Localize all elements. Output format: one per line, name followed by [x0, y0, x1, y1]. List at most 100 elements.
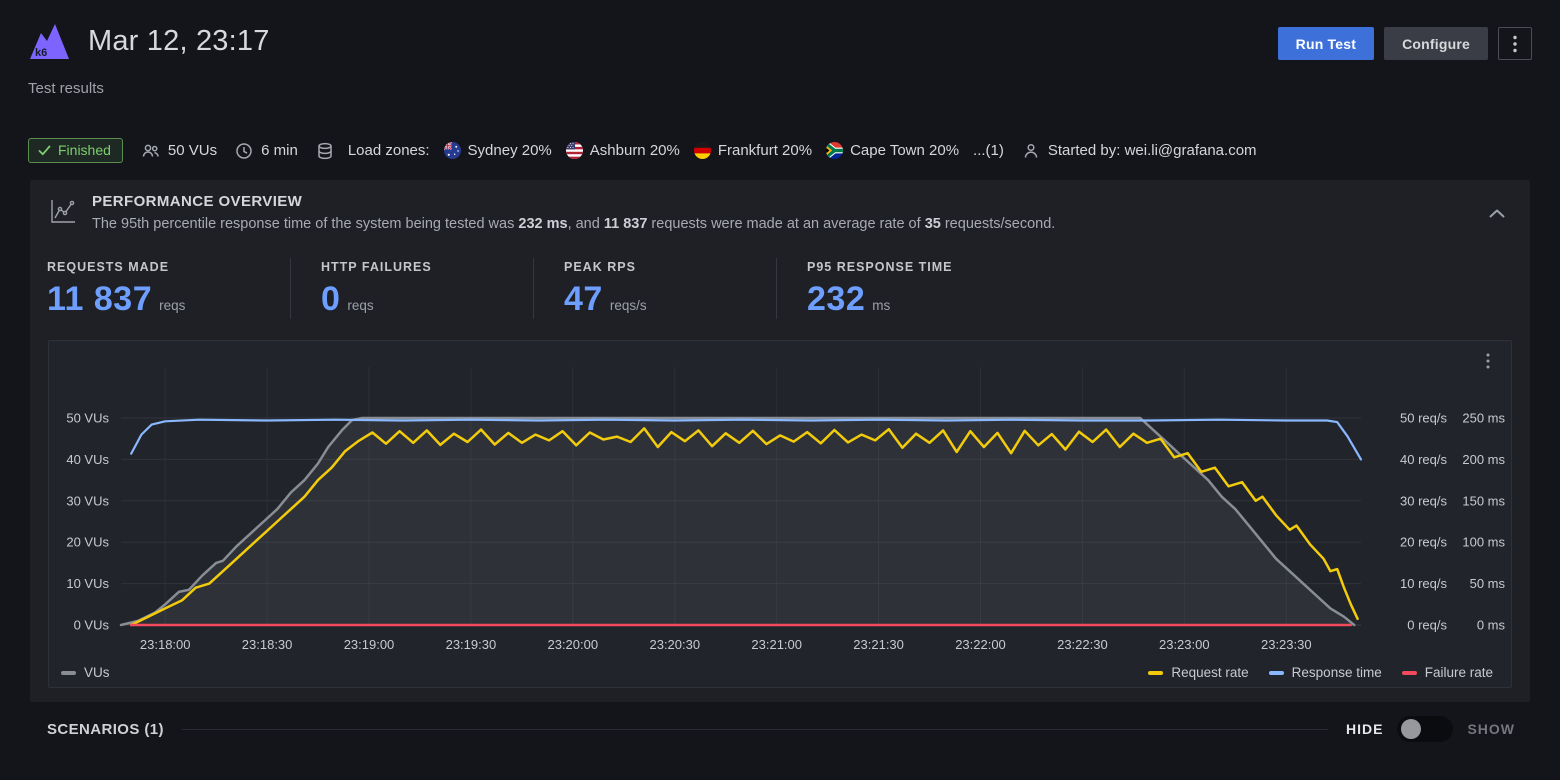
load-zones-label: Load zones:	[347, 142, 430, 159]
stat-label: REQUESTS MADE	[47, 260, 170, 274]
stat-unit: reqs	[347, 298, 374, 313]
zone-label: Ashburn 20%	[589, 142, 680, 159]
stats-row: REQUESTS MADE 11 837 reqs HTTP FAILURES 0…	[47, 258, 1019, 319]
x-tick-label: 23:21:00	[751, 637, 802, 652]
y-left-tick-label: 40 VUs	[66, 452, 109, 467]
started-by-meta: Started by: wei.li@grafana.com	[1022, 142, 1257, 160]
vus-meta: 50 VUs	[141, 142, 217, 160]
flag-south-africa-icon	[826, 142, 844, 159]
clock-icon	[236, 142, 252, 159]
performance-chart-svg: 23:18:00 23:18:30 23:19:00 23:19:30 23:20:00…	[66, 367, 1506, 652]
stat-p95-response-time: P95 RESPONSE TIME 232 ms	[776, 258, 1019, 319]
zone-label: Frankfurt 20%	[717, 142, 813, 159]
zone-label: Cape Town 20%	[850, 142, 960, 159]
legend-item-response-time[interactable]: Response time	[1268, 665, 1382, 680]
y-right-rps-tick-label: 10 req/s	[1400, 576, 1447, 591]
zone-sydney: Sydney 20%	[443, 142, 552, 159]
show-label: SHOW	[1467, 721, 1515, 737]
configure-button[interactable]: Configure	[1384, 27, 1488, 60]
vus-value: 50 VUs	[167, 142, 218, 159]
status-badge-label: Finished	[58, 142, 111, 158]
legend-item-failure-rate[interactable]: Failure rate	[1401, 665, 1493, 680]
x-tick-label: 23:21:30	[853, 637, 904, 652]
duration-meta: 6 min	[235, 142, 298, 160]
hide-show-toggle[interactable]	[1397, 716, 1454, 742]
legend-left-group: VUs	[61, 665, 110, 680]
series-fill-vus	[121, 418, 1355, 625]
y-right-ms-tick-label: 50 ms	[1470, 576, 1506, 591]
y-right-ms-tick-label: 150 ms	[1462, 493, 1505, 508]
run-test-button[interactable]: Run Test	[1277, 27, 1375, 60]
k6-logo: k6	[30, 24, 69, 59]
x-tick-label: 23:19:30	[446, 637, 497, 652]
series-line-request-rate	[129, 427, 1359, 627]
x-tick-label: 23:20:30	[649, 637, 700, 652]
panel-title: PERFORMANCE OVERVIEW	[92, 193, 303, 210]
y-right-ms-tick-label: 200 ms	[1462, 452, 1505, 467]
stat-value: 11 837	[47, 280, 153, 318]
status-bar: Finished 50 VUs 6 min Load zones:	[28, 138, 1257, 163]
stat-unit: ms	[872, 298, 891, 313]
y-left-tick-label: 50 VUs	[66, 411, 109, 426]
kebab-dots-icon	[1513, 35, 1517, 52]
series-line-response-time	[130, 418, 1363, 461]
header-kebab-menu-icon[interactable]	[1498, 27, 1532, 60]
kebab-dots-icon	[1486, 353, 1490, 368]
hide-label: HIDE	[1345, 721, 1384, 737]
stat-value: 0	[321, 280, 341, 318]
desc-text: requests were made at an average rate of	[647, 216, 925, 232]
y-left-tick-label: 20 VUs	[66, 535, 109, 550]
legend-label: Request rate	[1171, 665, 1249, 680]
users-icon	[142, 144, 159, 157]
zone-label: Sydney 20%	[467, 142, 552, 159]
legend-swatch-failure-rate	[1401, 670, 1417, 675]
stat-requests-made: REQUESTS MADE 11 837 reqs	[47, 258, 290, 319]
scenarios-title: SCENARIOS (1)	[47, 720, 164, 738]
stat-value: 232	[807, 280, 866, 318]
stat-unit: reqs	[159, 298, 186, 313]
duration-value: 6 min	[261, 142, 298, 159]
y-right-ms-tick-label: 0 ms	[1477, 618, 1506, 633]
legend-right-group: Request rate Response time Failure rate	[1148, 665, 1493, 680]
x-tick-label: 23:22:00	[955, 637, 1006, 652]
y-right-rps-tick-label: 0 req/s	[1407, 618, 1447, 633]
legend-item-vus[interactable]: VUs	[61, 665, 110, 680]
stat-peak-rps: PEAK RPS 47 reqs/s	[533, 258, 776, 319]
page-subtitle: Test results	[28, 80, 104, 97]
status-badge: Finished	[28, 138, 123, 163]
chart-legend: VUs Request rate Response time Failure rat…	[49, 665, 1511, 680]
y-right-rps-tick-label: 30 req/s	[1400, 493, 1447, 508]
app-header: k6 Mar 12, 23:17	[28, 20, 270, 62]
y-right-ms-tick-label: 250 ms	[1462, 411, 1505, 426]
y-left-tick-label: 30 VUs	[66, 493, 109, 508]
x-tick-label: 23:18:00	[140, 637, 191, 652]
header-actions: Run Test Configure	[1277, 27, 1532, 60]
desc-text: requests/second.	[940, 216, 1056, 232]
zone-cape-town: Cape Town 20%	[826, 142, 959, 159]
legend-label: Failure rate	[1424, 665, 1493, 680]
x-tick-label: 23:20:00	[547, 637, 598, 652]
collapse-panel-button[interactable]	[1484, 200, 1510, 226]
scenarios-divider	[181, 728, 1328, 730]
x-tick-label: 23:18:30	[242, 637, 293, 652]
y-right-rps-tick-label: 20 req/s	[1400, 535, 1447, 550]
x-tick-label: 23:23:00	[1159, 637, 1210, 652]
y-right-rps-tick-label: 40 req/s	[1400, 452, 1447, 467]
chart-sketch-icon	[51, 200, 75, 223]
started-by-value: Started by: wei.li@grafana.com	[1047, 142, 1257, 159]
stat-label: P95 RESPONSE TIME	[807, 260, 953, 274]
legend-label: VUs	[84, 665, 110, 680]
stat-unit: reqs/s	[609, 298, 647, 313]
y-right-ms-tick-label: 100 ms	[1462, 535, 1505, 550]
performance-overview-panel: PERFORMANCE OVERVIEW The 95th percentile…	[30, 180, 1530, 702]
legend-swatch-vus	[61, 670, 76, 675]
performance-chart-panel: 23:18:00 23:18:30 23:19:00 23:19:30 23:20:00…	[48, 340, 1512, 688]
check-icon	[38, 145, 51, 155]
legend-item-request-rate[interactable]: Request rate	[1148, 665, 1249, 680]
chart-kebab-menu-icon[interactable]	[1475, 349, 1501, 375]
y-right-rps-tick-label: 50 req/s	[1400, 411, 1447, 426]
stat-label: PEAK RPS	[564, 260, 636, 274]
more-zones: ...(1)	[973, 142, 1004, 159]
user-icon	[1024, 143, 1038, 158]
toggle-knob	[1401, 719, 1422, 739]
